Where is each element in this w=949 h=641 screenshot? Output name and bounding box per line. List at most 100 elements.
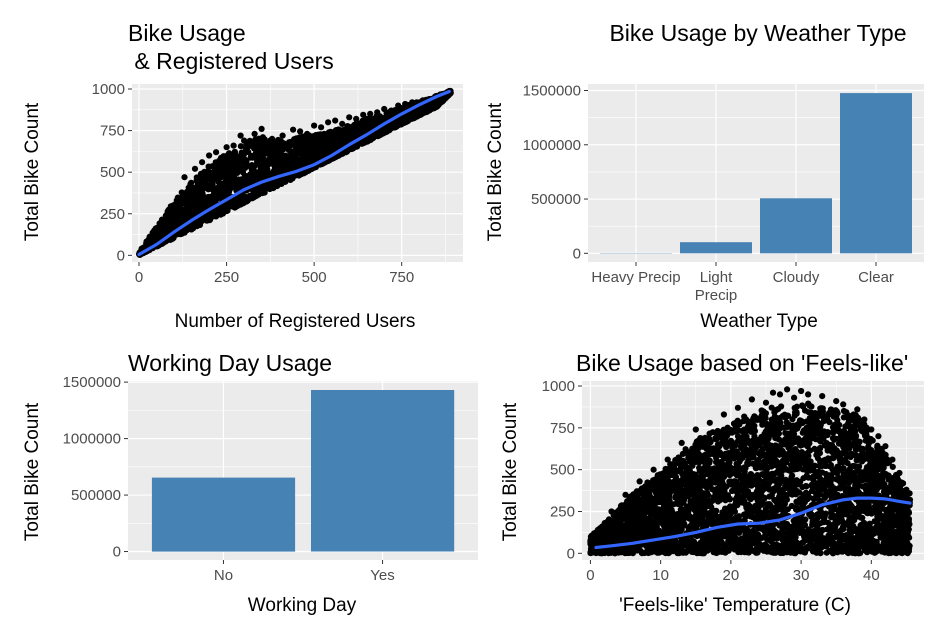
y-tick-label: 1500000 [63, 374, 121, 391]
scatter-point [395, 103, 401, 109]
scatter-point [269, 136, 275, 142]
scatter-point [277, 160, 283, 166]
scatter-point [353, 116, 359, 122]
scatter-point [192, 166, 198, 172]
bar-3 [760, 198, 832, 253]
scatter-point [265, 161, 271, 167]
scatter-point [224, 144, 230, 150]
scatter-point [179, 189, 185, 195]
scatter-point [339, 121, 345, 127]
x-axis-title: Number of Registered Users [175, 311, 416, 332]
y-tick-label: 250 [100, 206, 125, 223]
scatter-point [187, 197, 193, 203]
scatter-point [360, 112, 366, 118]
scatter-point [288, 159, 294, 165]
y-tick-label: 0 [117, 247, 125, 264]
scatter-point [367, 111, 373, 117]
scatter-point [180, 200, 186, 206]
scatter-point [190, 189, 196, 195]
scatter-point [174, 211, 180, 217]
scatter-point [199, 159, 205, 165]
scatter-point [248, 195, 254, 201]
scatter-point [238, 201, 244, 207]
scatter-point [175, 217, 181, 223]
scatter-point [349, 124, 355, 130]
scatter-point [382, 114, 388, 120]
scatter-point [297, 128, 303, 134]
scatter-point [218, 212, 224, 218]
scatter-point [258, 148, 264, 154]
x-tick-label: Yes [370, 567, 394, 584]
y-tick-label: 0 [573, 245, 581, 262]
scatter-point [242, 159, 248, 165]
x-tick-label: 500 [302, 269, 327, 286]
scatter-point [299, 161, 305, 167]
scatter-point [318, 124, 324, 130]
scatter-point [205, 168, 211, 174]
scatter-point [311, 123, 317, 129]
scatter-point [252, 173, 258, 179]
scatter-point [225, 179, 231, 185]
scatter-point [310, 143, 316, 149]
scatter-point [219, 174, 225, 180]
x-tick-label-line: Heavy Precip [591, 269, 680, 286]
x-tick-label-line: No [214, 567, 233, 584]
x-axis-title: Weather Type [700, 311, 818, 332]
scatter-point [327, 132, 333, 138]
scatter-point [417, 112, 423, 118]
scatter-point [341, 132, 347, 138]
scatter-point [244, 146, 250, 152]
scatter-point [280, 147, 286, 153]
scatter-point [335, 137, 341, 143]
scatter-point [320, 132, 326, 138]
scatter-point [426, 104, 432, 110]
scatter-point [233, 163, 239, 169]
scatter-point [374, 109, 380, 115]
scatter-point [210, 186, 216, 192]
x-axis-title: Working Day [248, 595, 357, 616]
scatter-point [224, 153, 230, 159]
x-tick-label: 250 [214, 269, 239, 286]
scatter-point [231, 143, 237, 149]
scatter-point [204, 218, 210, 224]
x-tick-label-line: Clear [858, 269, 894, 286]
scatter-point [163, 222, 169, 228]
scatter-point [293, 137, 299, 143]
bar-2 [311, 390, 454, 552]
scatter-point [303, 147, 309, 153]
scatter-point [181, 174, 187, 180]
scatter-point [218, 155, 224, 161]
scatter-point [276, 180, 282, 186]
scatter-point [297, 149, 303, 155]
x-tick-label: 750 [389, 269, 414, 286]
scatter-point [205, 197, 211, 203]
scatter-point [257, 168, 263, 174]
scatter-point [193, 207, 199, 213]
scatter-point [402, 101, 408, 107]
scatter-point [206, 152, 212, 158]
scatter-point [381, 106, 387, 112]
scatter-point [320, 138, 326, 144]
scatter-point [201, 185, 207, 191]
scatter-point [304, 131, 310, 137]
scatter-point [234, 170, 240, 176]
scatter-point [252, 155, 258, 161]
y-tick-label: 1500000 [523, 83, 581, 100]
scatter-point [259, 189, 265, 195]
y-tick-label: 1000000 [63, 431, 121, 448]
bar-4 [840, 93, 912, 253]
chart-title: Bike Usage by Weather Type [609, 20, 906, 46]
scatter-point [404, 118, 410, 124]
y-tick-label: 750 [100, 123, 125, 140]
scatter-point [259, 141, 265, 147]
scatter-point [291, 148, 297, 154]
scatter-point [157, 220, 163, 226]
scatter-point [213, 149, 219, 155]
scatter-point [346, 114, 352, 120]
y-tick-label: 500 [100, 164, 125, 181]
scatter-point [276, 155, 282, 161]
